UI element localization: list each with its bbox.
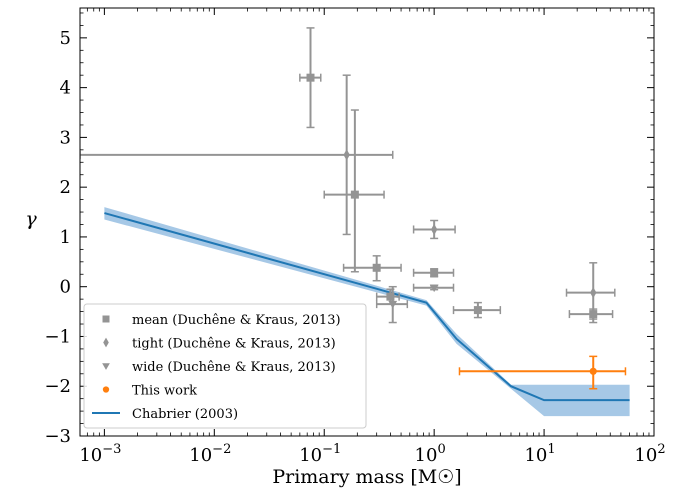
data-point xyxy=(80,74,394,236)
data-point xyxy=(375,285,409,324)
data-marker xyxy=(350,190,359,199)
x-tick-exponent: −1 xyxy=(322,442,341,457)
data-point xyxy=(565,262,616,324)
data-marker xyxy=(388,300,398,309)
y-tick-label: −1 xyxy=(44,326,71,347)
data-marker xyxy=(430,223,438,236)
data-point xyxy=(299,27,322,129)
plot-frame xyxy=(79,7,655,437)
data-marker xyxy=(590,287,597,299)
x-tick-base: 10 xyxy=(634,445,657,466)
x-tick-label: 100 xyxy=(415,442,446,466)
y-axis-label: γ xyxy=(25,208,37,230)
legend-label: Chabrier (2003) xyxy=(132,407,238,422)
x-tick-label: 10−1 xyxy=(299,442,341,466)
x-tick-label: 10−2 xyxy=(189,442,231,466)
legend-label: mean (Duchêne & Kraus, 2013) xyxy=(132,313,341,328)
legend-marker xyxy=(102,363,110,370)
plot-content xyxy=(80,27,630,417)
data-marker xyxy=(306,73,315,82)
plot-area xyxy=(80,27,630,417)
data-marker xyxy=(589,367,597,375)
data-point xyxy=(412,268,455,278)
x-tick-exponent: 1 xyxy=(547,442,555,457)
x-tick-base: 10 xyxy=(524,445,547,466)
x-tick-exponent: 0 xyxy=(437,442,445,457)
data-point xyxy=(412,219,456,240)
y-tick-label: 5 xyxy=(60,28,71,49)
legend-marker xyxy=(103,337,109,348)
y-tick-label: 2 xyxy=(60,177,71,198)
data-marker xyxy=(429,284,439,293)
legend: mean (Duchêne & Kraus, 2013) tight (Duchê… xyxy=(83,303,367,429)
series-diamond xyxy=(80,74,616,324)
series-triangle-down xyxy=(375,283,455,324)
model-line xyxy=(104,212,630,402)
data-point xyxy=(568,308,614,320)
x-tick-base: 10 xyxy=(415,445,438,466)
data-point xyxy=(452,301,502,319)
x-tick-label: 101 xyxy=(524,442,555,466)
x-tick-base: 10 xyxy=(189,445,212,466)
x-axis-label: Primary mass [M☉] xyxy=(272,466,461,488)
series-circle xyxy=(458,355,627,390)
data-point xyxy=(342,255,402,282)
x-tick-base: 10 xyxy=(79,445,102,466)
x-tick-exponent: −2 xyxy=(212,442,231,457)
data-marker xyxy=(473,306,482,315)
x-tick-exponent: 2 xyxy=(657,442,665,457)
y-tick-label: 3 xyxy=(60,127,71,148)
data-point xyxy=(412,283,455,293)
data-marker xyxy=(372,263,381,272)
data-marker xyxy=(343,149,350,161)
y-tick-label: −3 xyxy=(44,426,71,447)
x-tick-label: 10−3 xyxy=(79,442,121,466)
data-point xyxy=(458,355,627,390)
data-marker xyxy=(386,292,395,301)
legend-marker xyxy=(102,315,110,323)
y-tick-label: 4 xyxy=(60,78,71,99)
x-tick-exponent: −3 xyxy=(102,442,121,457)
data-marker xyxy=(430,268,439,277)
data-point xyxy=(323,109,385,273)
x-tick-label: 102 xyxy=(634,442,665,466)
legend-label: This work xyxy=(132,384,197,399)
legend-label: wide (Duchêne & Kraus, 2013) xyxy=(132,360,336,375)
y-tick-label: 1 xyxy=(60,227,71,248)
y-tick-label: −2 xyxy=(44,376,71,397)
legend-label: tight (Duchêne & Kraus, 2013) xyxy=(132,337,336,352)
legend-box xyxy=(83,303,367,429)
x-tick-base: 10 xyxy=(299,445,322,466)
legend-marker xyxy=(102,386,110,393)
y-tick-label: 0 xyxy=(60,277,71,298)
